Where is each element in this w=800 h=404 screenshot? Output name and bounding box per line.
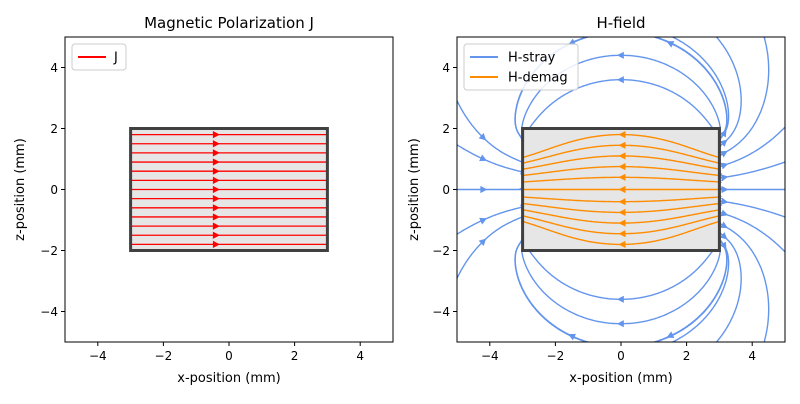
- h-demag-streamline-arrow: [618, 219, 626, 227]
- y-axis-label-h: z-position (mm): [407, 138, 422, 241]
- legend-label-j: J: [113, 51, 118, 66]
- plot-content-j: [129, 127, 329, 252]
- h-stray-streamline-arrow: [720, 150, 728, 158]
- h-stray-streamline-arrow: [480, 185, 488, 194]
- j-arrow: [212, 240, 220, 248]
- y-tick-label: −4: [432, 305, 450, 319]
- h-stray-streamline-arrow: [719, 139, 728, 147]
- legend-label-h-demag: H-demag: [508, 71, 568, 86]
- j-arrow: [212, 231, 220, 239]
- legend-j: J: [71, 43, 127, 71]
- y-tick-label: 4: [50, 61, 58, 75]
- ticks-h: −4 −2 0 2 4 −4 −2 0 2 4: [432, 61, 756, 363]
- chart-j: Magnetic Polarization J −4 −2 0 2 4 −4 −2 0 2 4 x…: [13, 14, 394, 386]
- h-stray-streamline-arrow: [479, 154, 488, 162]
- h-demag-streamline-arrow: [618, 198, 626, 206]
- y-tick-label: −2: [40, 244, 58, 258]
- h-demag-streamline-arrow: [618, 208, 626, 216]
- x-tick-label: 2: [683, 349, 691, 363]
- j-arrow: [212, 167, 220, 175]
- x-tick-label: −4: [481, 349, 499, 363]
- h-stray-streamline-arrow: [616, 320, 624, 328]
- h-demag-streamline-arrow: [618, 230, 626, 238]
- j-arrow: [212, 204, 220, 212]
- x-tick-label: −2: [547, 349, 565, 363]
- h-stray-streamline-arrow: [720, 209, 729, 217]
- h-demag-streamline-arrow: [618, 152, 626, 160]
- h-stray-streamline-arrow: [719, 232, 728, 240]
- plot-content-h: [457, 37, 785, 342]
- h-stray-streamline-arrow: [666, 331, 675, 338]
- h-demag-streamline-arrow: [618, 173, 626, 181]
- x-axis-label-j: x-position (mm): [177, 371, 280, 386]
- x-axis-label-h: x-position (mm): [569, 371, 672, 386]
- h-demag-streamline-arrow: [618, 131, 626, 139]
- j-arrow: [212, 176, 220, 184]
- h-stray-streamline: [718, 37, 770, 174]
- j-arrow: [212, 158, 220, 166]
- x-tick-label: 4: [356, 349, 364, 363]
- x-tick-label: 2: [291, 349, 299, 363]
- h-stray-streamline-arrow: [720, 174, 729, 182]
- chart-h: H-field −4 −2 0 2 4 −4 −2 0 2 4 x-position (mm) z…: [407, 14, 786, 386]
- x-tick-label: −4: [89, 349, 107, 363]
- h-stray-streamline-arrow: [666, 41, 675, 48]
- ticks-j: −4 −2 0 2 4 −4 −2 0 2 4: [40, 61, 364, 363]
- h-stray-streamline-arrow: [616, 295, 624, 303]
- y-tick-label: 2: [50, 122, 58, 136]
- magnet-outline-h: [521, 127, 721, 252]
- h-stray-streamline: [514, 37, 728, 174]
- y-tick-label: 0: [442, 183, 450, 197]
- h-stray-streamline: [457, 205, 524, 280]
- x-tick-label: −2: [155, 349, 173, 363]
- j-arrow: [212, 149, 220, 157]
- h-stray-streamline-arrow: [478, 133, 487, 141]
- j-arrow: [212, 222, 220, 230]
- y-tick-label: 2: [442, 122, 450, 136]
- h-demag-streamline-arrow: [618, 163, 626, 171]
- x-tick-label: 0: [617, 349, 625, 363]
- h-stray-streamline: [718, 205, 770, 342]
- y-axis-label-j: z-position (mm): [13, 138, 28, 241]
- legend-box-h: [463, 43, 579, 91]
- j-arrow: [212, 185, 220, 194]
- h-demag-streamline-arrow: [618, 240, 626, 248]
- chart-title-h: H-field: [596, 14, 645, 32]
- h-stray-streamline-arrow: [616, 51, 624, 59]
- h-demag-streamline-arrow: [618, 185, 626, 194]
- h-stray-streamline-arrow: [616, 76, 624, 84]
- chart-title-j: Magnetic Polarization J: [144, 14, 314, 32]
- legend-label-h-stray: H-stray: [508, 51, 556, 66]
- y-tick-label: 0: [50, 183, 58, 197]
- h-stray-streamline-arrow: [720, 197, 729, 205]
- y-tick-label: −4: [40, 305, 58, 319]
- y-tick-label: 4: [442, 61, 450, 75]
- h-stray-streamline-arrow: [479, 217, 488, 225]
- x-tick-label: 4: [748, 349, 756, 363]
- h-stray-streamline: [514, 205, 728, 342]
- h-stray-streamline-arrow: [478, 238, 487, 246]
- j-arrow: [212, 140, 220, 148]
- h-stray-streamline-arrow: [720, 221, 728, 229]
- y-tick-label: −2: [432, 244, 450, 258]
- h-stray-streamline-arrow: [720, 162, 729, 170]
- magnet-outline-j: [129, 127, 329, 252]
- h-stray-streamline-arrow: [568, 333, 576, 341]
- h-demag-streamline-arrow: [618, 141, 626, 149]
- x-tick-label: 0: [225, 349, 233, 363]
- legend-h: H-stray H-demag: [463, 43, 579, 91]
- j-arrow: [212, 195, 220, 203]
- j-arrow: [212, 131, 220, 139]
- h-stray-streamline-arrow: [721, 185, 729, 194]
- j-arrow: [212, 213, 220, 221]
- h-stray-streamline: [457, 99, 524, 174]
